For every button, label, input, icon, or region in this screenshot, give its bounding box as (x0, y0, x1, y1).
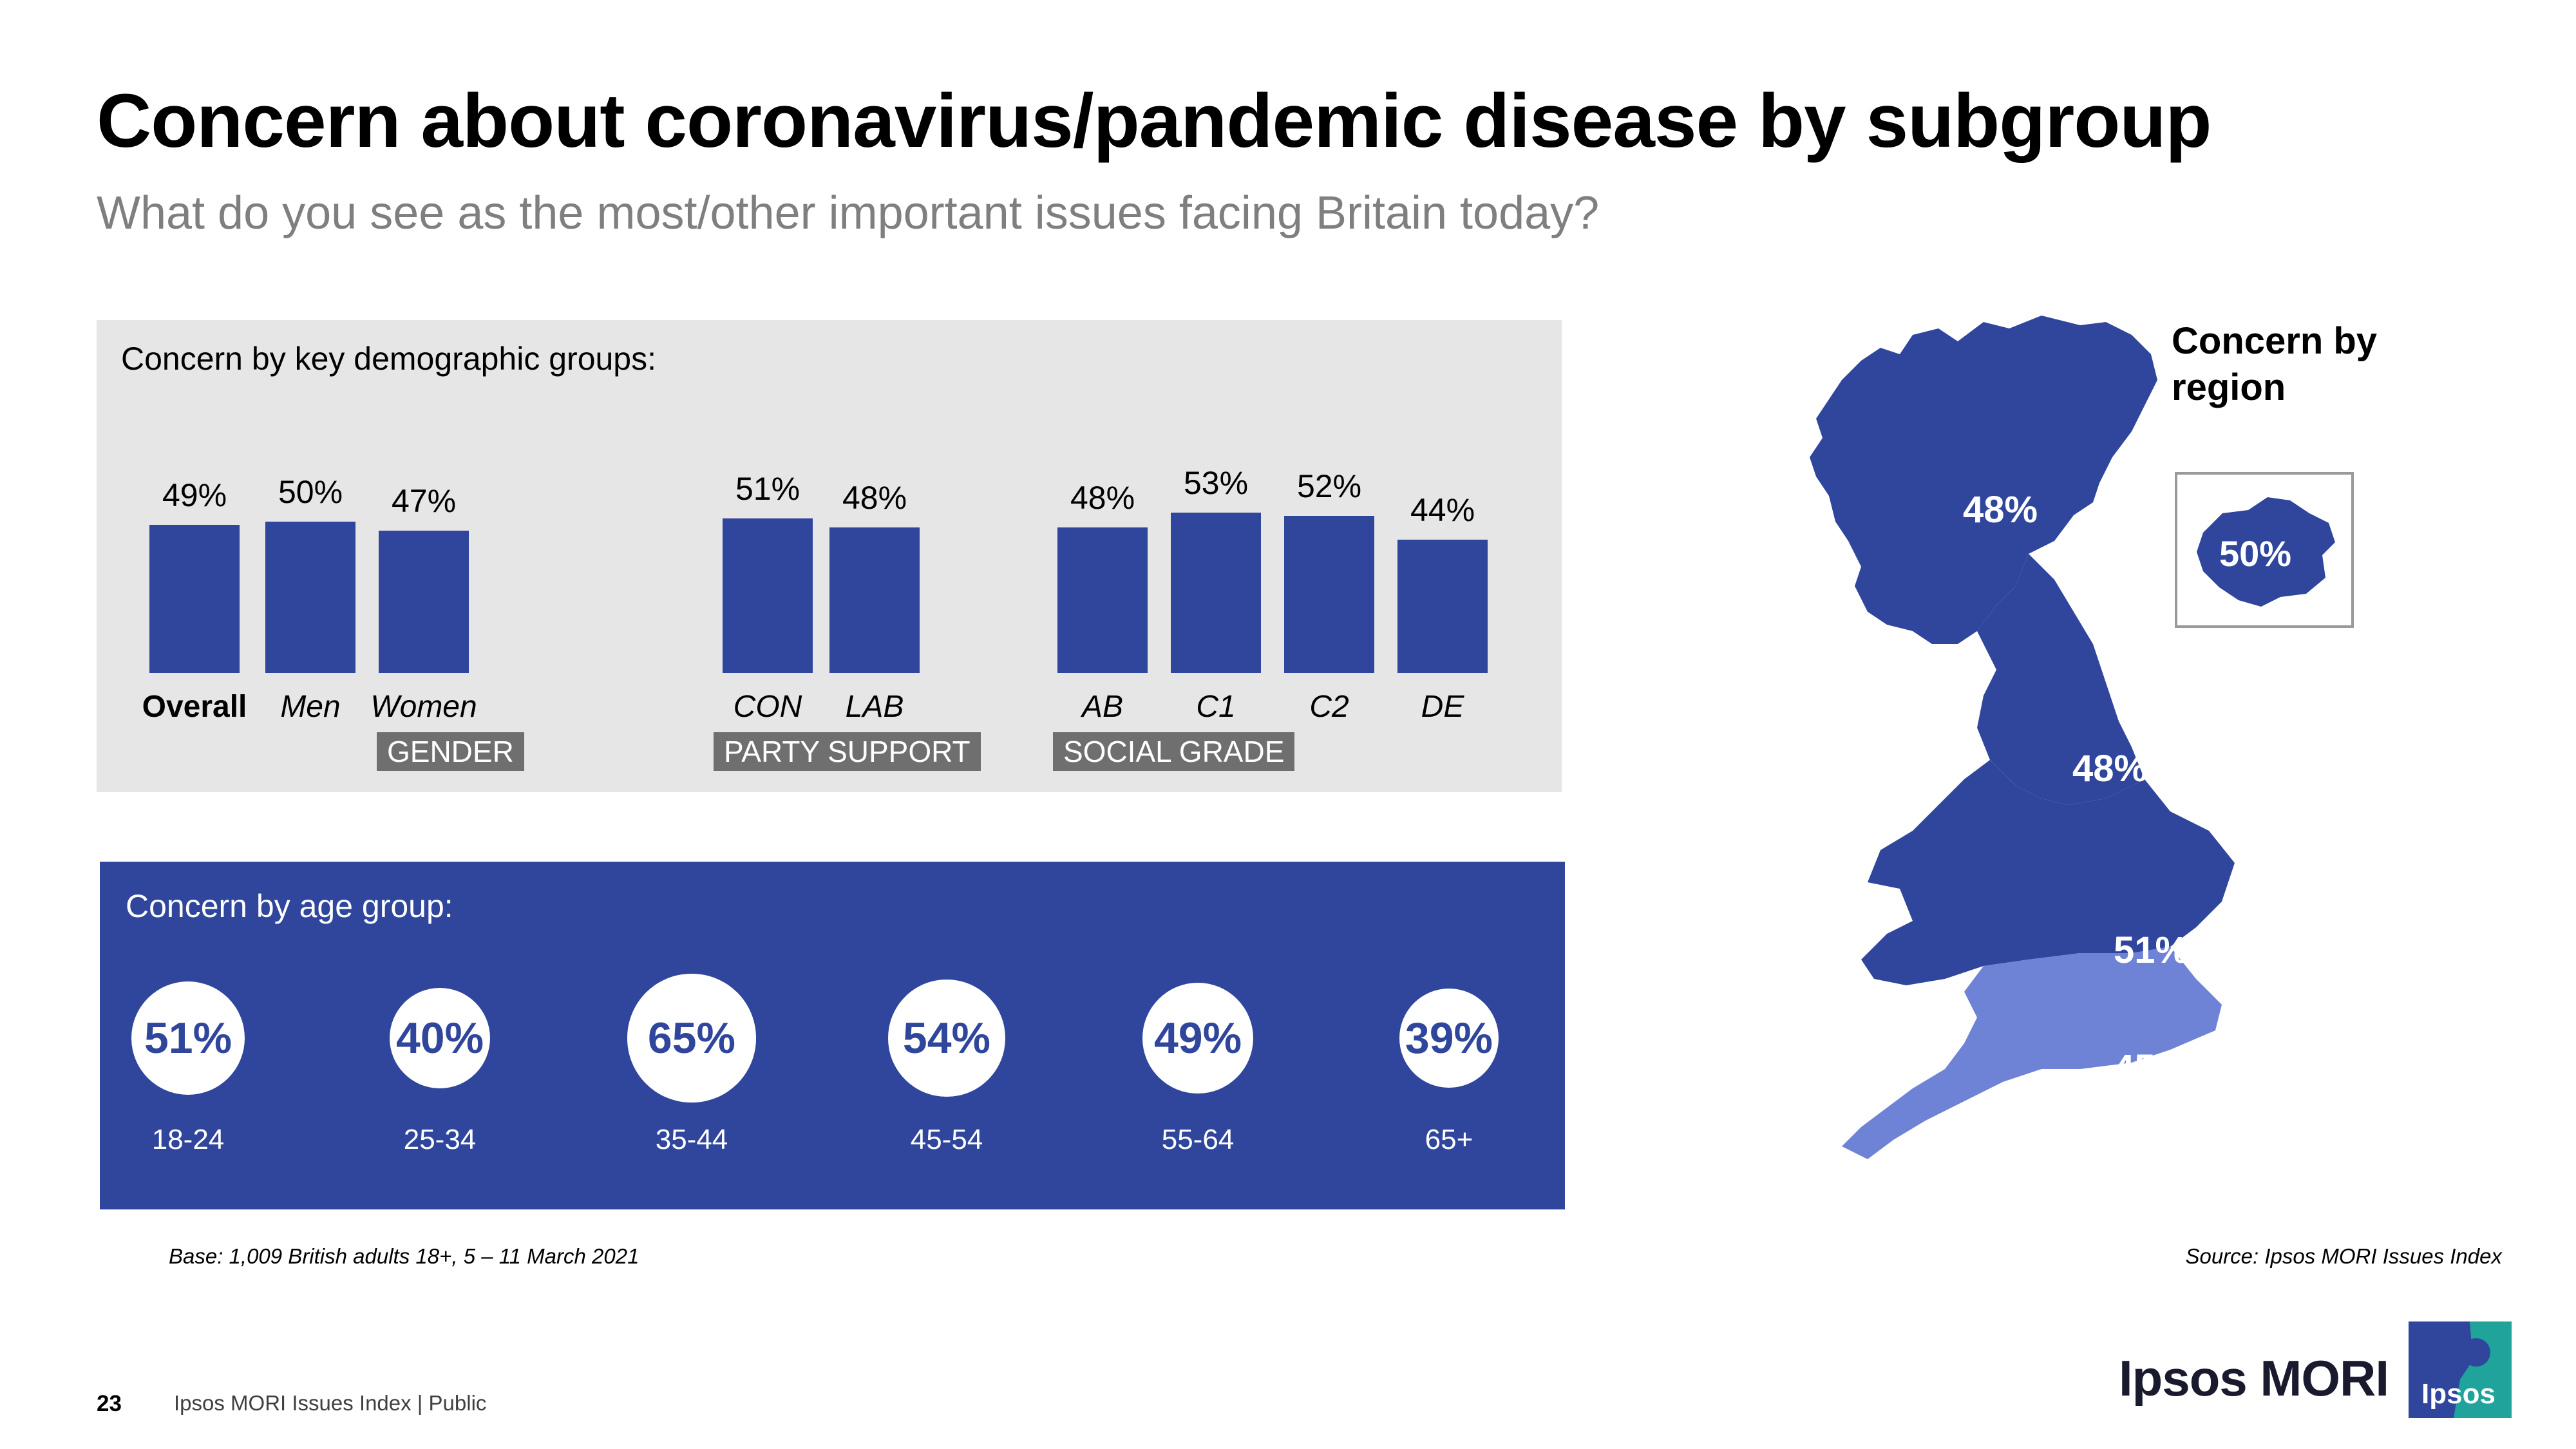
group-label: GENDER (377, 732, 524, 771)
base-note: Base: 1,009 British adults 18+, 5 – 11 M… (169, 1244, 639, 1268)
demographic-heading: Concern by key demographic groups: (121, 341, 657, 377)
source-note: Source: Ipsos MORI Issues Index (2185, 1244, 2502, 1268)
age-group-label: 35-44 (655, 1124, 728, 1155)
bar-value-label: 48% (1070, 480, 1135, 516)
bar-value-label: 51% (735, 471, 800, 507)
age-bubble: 40% (389, 987, 491, 1089)
group-label: SOCIAL GRADE (1053, 732, 1295, 771)
group-label: PARTY SUPPORT (714, 732, 981, 771)
page-number: 23 (97, 1391, 122, 1416)
bar-value-label: 44% (1410, 492, 1475, 529)
footer-text: Ipsos MORI Issues Index | Public (174, 1391, 487, 1415)
age-group-label: 55-64 (1161, 1124, 1235, 1155)
bar-de (1397, 540, 1488, 673)
bar-category-label: LAB (845, 690, 904, 724)
age-group-label: 45-54 (910, 1124, 983, 1155)
bar-value-label: 53% (1183, 464, 1249, 501)
london-shape (2197, 497, 2335, 607)
bar-overall (149, 524, 240, 673)
bar-value-label: 52% (1296, 468, 1362, 504)
bar-category-label: C1 (1196, 690, 1236, 724)
london-value: 50% (2219, 533, 2292, 574)
northern-england-region (1977, 554, 2145, 805)
page-title: Concern about coronavirus/pandemic disea… (97, 79, 2211, 164)
south-england-region (1842, 947, 2222, 1159)
bar-category-label: Men (280, 690, 341, 724)
age-group-label: 18-24 (151, 1124, 225, 1155)
bar-category-label: C2 (1309, 690, 1349, 724)
bar-women (379, 531, 469, 673)
age-heading: Concern by age group: (126, 888, 453, 924)
bar-category-label: DE (1421, 690, 1464, 724)
map-heading: Concern by region (2172, 318, 2377, 411)
bar-c1 (1171, 512, 1261, 673)
age-group-label: 65+ (1425, 1124, 1473, 1155)
bar-category-label: AB (1081, 690, 1124, 724)
bar-men (265, 522, 355, 673)
bar-c2 (1284, 515, 1374, 673)
logo-mark-icon (2409, 1321, 2512, 1418)
map-heading-line-1: Concern by (2172, 320, 2378, 362)
bar-value-label: 50% (278, 474, 343, 510)
uk-map (1810, 316, 2235, 1159)
age-bubble: 39% (1399, 988, 1499, 1088)
bar-con (723, 518, 813, 673)
bar-value-label: 48% (842, 480, 907, 516)
ipsos-logo: Ipsos (2409, 1321, 2512, 1418)
age-bubble: 54% (888, 980, 1005, 1097)
logo-text: Ipsos (2421, 1378, 2496, 1410)
bar-ab (1057, 527, 1148, 673)
age-bubble: 65% (627, 974, 756, 1103)
scotland-value: 48% (1963, 489, 2038, 531)
bar-category-label: Overall (142, 690, 247, 724)
bar-category-label: Women (370, 690, 477, 724)
age-bubble: 49% (1142, 982, 1254, 1094)
map-heading-line-2: region (2172, 366, 2286, 408)
age-group-label: 25-34 (403, 1124, 477, 1155)
scotland-region (1810, 316, 2157, 644)
bar-value-label: 49% (162, 477, 227, 513)
london-inset: 50% (2175, 472, 2354, 628)
midlands-value: 51% (2114, 929, 2189, 971)
south-value: 45% (2114, 1047, 2189, 1089)
bar-lab (829, 527, 920, 673)
north-value: 48% (2072, 748, 2148, 790)
age-bubble: 51% (131, 981, 245, 1095)
bar-value-label: 47% (391, 483, 457, 520)
age-panel (100, 862, 1565, 1209)
midlands-wales-east-region (1861, 760, 2235, 985)
brand-name: Ipsos MORI (2119, 1350, 2389, 1406)
page-subtitle: What do you see as the most/other import… (97, 187, 1600, 239)
bar-category-label: CON (733, 690, 802, 724)
